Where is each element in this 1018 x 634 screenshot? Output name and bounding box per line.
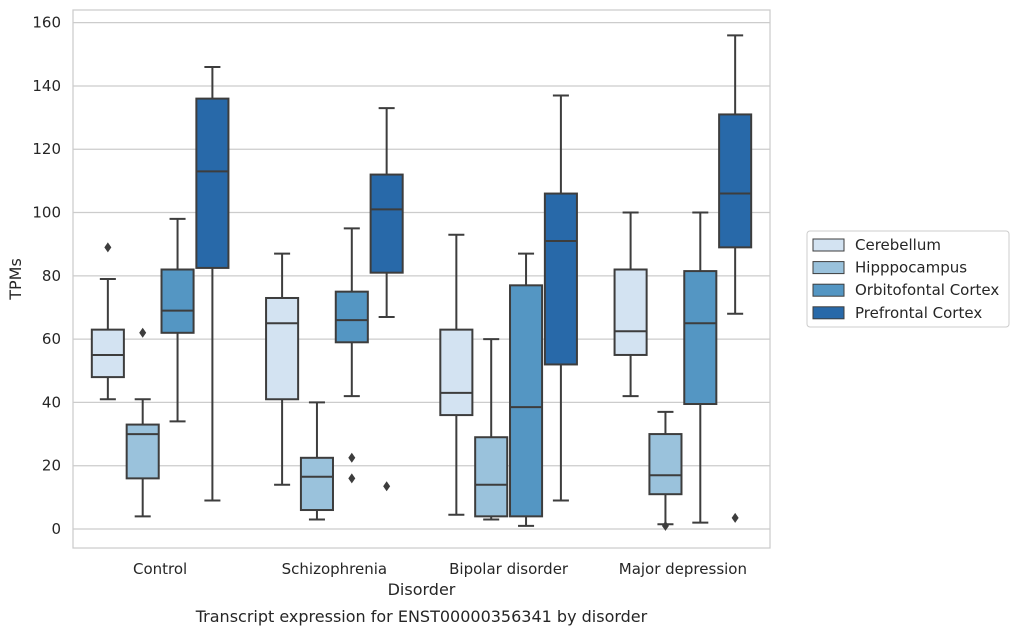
- box-group: [125, 327, 160, 518]
- outlier-point: [348, 452, 356, 463]
- box-iqr: [160, 268, 195, 334]
- y-tick-label: 100: [32, 204, 61, 222]
- y-axis-label: TPMs: [6, 258, 25, 301]
- box-group: [195, 65, 230, 502]
- box-iqr: [439, 328, 474, 417]
- y-tick-label: 40: [42, 393, 61, 411]
- box-group: [90, 242, 125, 401]
- outlier-point: [383, 481, 391, 492]
- box-iqr: [299, 456, 334, 512]
- y-tick-label: 60: [42, 330, 61, 348]
- box-iqr: [195, 97, 230, 269]
- box-group: [718, 34, 753, 523]
- box-iqr: [648, 433, 683, 496]
- box-group: [543, 94, 578, 502]
- box-iqr: [125, 423, 160, 480]
- box-iqr: [718, 113, 753, 249]
- plot-area-frame: [72, 9, 771, 549]
- chart-caption: Transcript expression for ENST0000035634…: [195, 607, 648, 626]
- legend-swatch: [812, 283, 845, 297]
- box-group: [613, 211, 648, 398]
- box-group: [439, 233, 474, 516]
- x-tick-label: Bipolar disorder: [449, 560, 569, 578]
- outlier-point: [731, 512, 739, 523]
- y-tick-label: 140: [32, 77, 61, 95]
- box-group: [474, 338, 509, 521]
- box-iqr: [265, 296, 300, 401]
- x-tick-labels: Control Schizophrenia Bipolar disorder Majo…: [133, 560, 747, 578]
- legend-swatch: [812, 238, 845, 252]
- box-iqr: [90, 328, 125, 379]
- outlier-point: [348, 473, 356, 484]
- box-iqr: [369, 173, 404, 274]
- box-group: [160, 217, 195, 423]
- legend-label: Orbitofontal Cortex: [855, 281, 999, 299]
- box-iqr: [509, 284, 544, 518]
- x-axis-label: Disorder: [388, 580, 456, 599]
- box-group: [299, 401, 334, 521]
- y-tick-label: 20: [42, 457, 61, 475]
- y-tick-labels: 0 20 40 60 80 100 120 140 160: [32, 14, 61, 538]
- x-tick-label: Major depression: [619, 560, 747, 578]
- y-tick-label: 80: [42, 267, 61, 285]
- legend-label: Prefrontal Cortex: [855, 304, 982, 322]
- box-iqr: [613, 268, 648, 356]
- box-group: [648, 410, 683, 531]
- box-group: [683, 211, 718, 524]
- legend-frame: [806, 230, 1010, 328]
- box-series: [90, 34, 753, 531]
- legend-label: Cerebellum: [855, 236, 941, 254]
- box-group: [334, 227, 369, 484]
- box-group: [369, 107, 404, 492]
- box-iqr: [683, 270, 718, 406]
- box-group: [265, 252, 300, 486]
- y-tick-label: 0: [51, 520, 61, 538]
- x-tick-label: Control: [133, 560, 187, 578]
- legend-swatch: [812, 261, 845, 275]
- box-iqr: [543, 192, 578, 366]
- y-tick-label: 120: [32, 140, 61, 158]
- box-iqr: [334, 290, 369, 344]
- box-group: [509, 252, 544, 527]
- y-tick-label: 160: [32, 14, 61, 32]
- legend-label: Hipppocampus: [855, 259, 967, 277]
- outlier-point: [104, 242, 112, 253]
- outlier-point: [139, 327, 147, 338]
- box-iqr: [474, 436, 509, 518]
- legend: Cerebellum Hipppocampus Orbitofontal Corte…: [806, 230, 1010, 328]
- legend-swatch: [812, 306, 845, 320]
- outlier-point: [661, 520, 669, 531]
- x-tick-label: Schizophrenia: [282, 560, 387, 578]
